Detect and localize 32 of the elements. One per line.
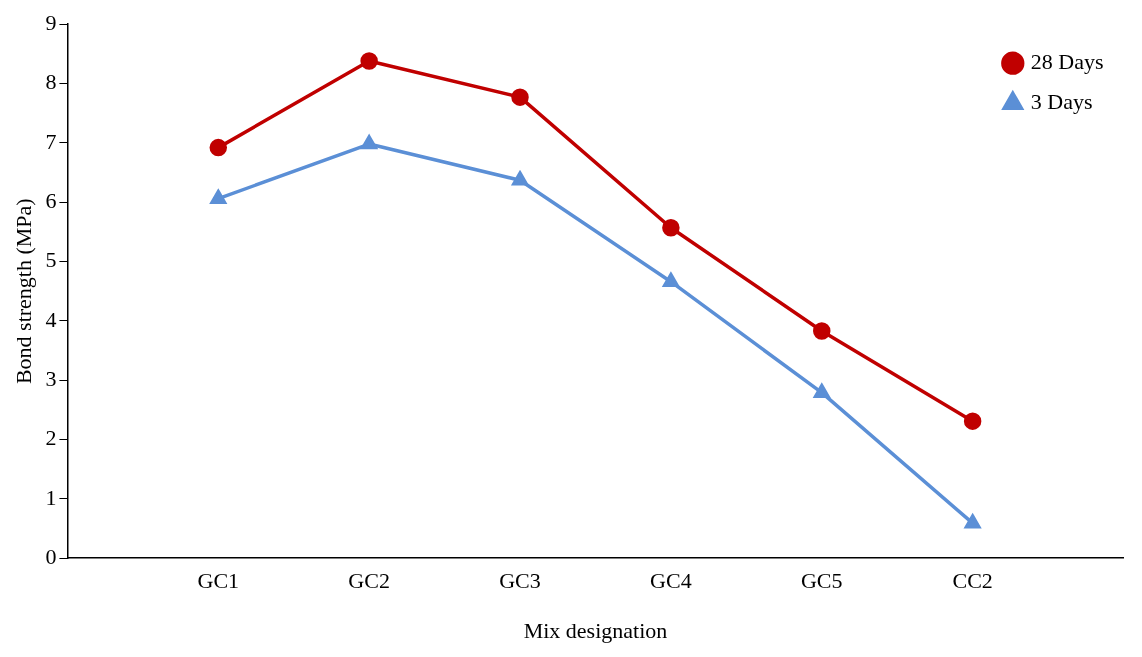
point (964, 514, 981, 529)
point (963, 412, 982, 430)
y-tick-label: 5 (45, 247, 57, 273)
y-tick-label: 2 (45, 425, 57, 451)
y-tick-label: 6 (45, 187, 57, 213)
point (209, 138, 228, 157)
y-tick-label: 1 (45, 484, 57, 510)
y-tick-label: 0 (45, 543, 57, 569)
point (663, 272, 679, 287)
x-tick-label: GC2 (348, 568, 390, 594)
x-tick-label: CC2 (952, 568, 993, 594)
x-axis-title: Mix designation (523, 617, 668, 643)
x-tick-label: GC4 (650, 568, 692, 594)
point (511, 88, 529, 106)
point (813, 322, 831, 340)
x-tick-label: GC1 (197, 568, 240, 594)
point (360, 52, 378, 70)
legend-label: 3 Days (1030, 88, 1093, 114)
y-tick-label: 9 (45, 9, 57, 35)
point (662, 218, 680, 237)
y-tick-label: 7 (45, 128, 57, 154)
y-tick-label: 4 (45, 306, 57, 332)
point (210, 189, 227, 204)
y-axis-title: Bond strength (MPa) (10, 198, 36, 385)
legend-label: 28 Days (1030, 48, 1104, 74)
point (361, 135, 377, 150)
x-tick-label: GC5 (800, 568, 843, 594)
y-tick-label: 3 (45, 365, 57, 391)
point (512, 171, 528, 186)
y-tick-label: 8 (45, 69, 57, 95)
x-tick-label: GC3 (499, 568, 541, 594)
point (813, 383, 830, 398)
